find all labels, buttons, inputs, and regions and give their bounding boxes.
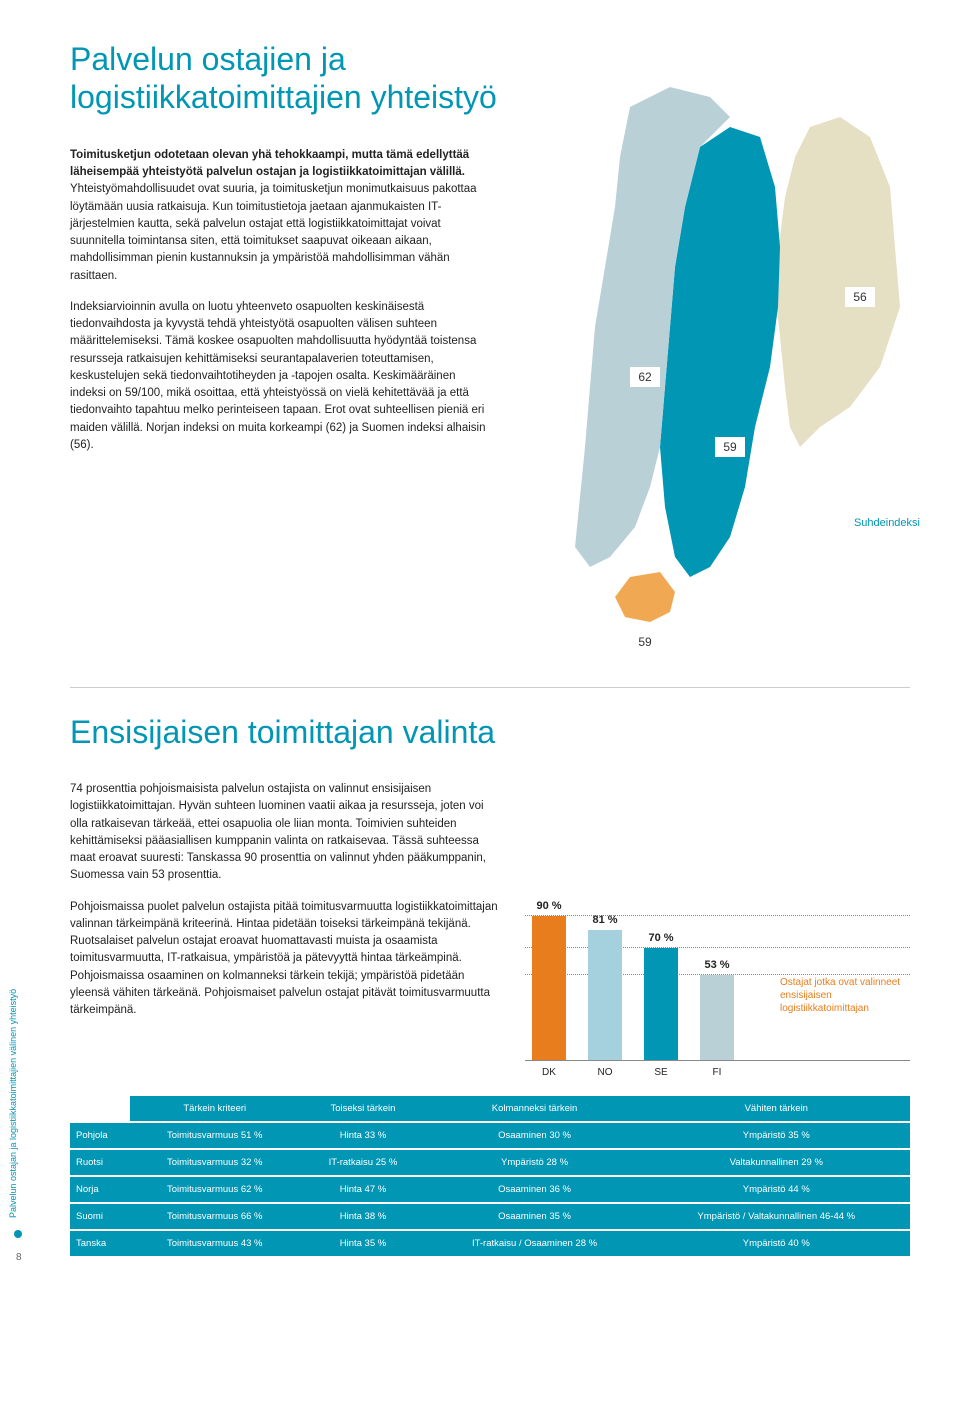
section2-p1: 74 prosenttia pohjoismaisista palvelun o… <box>70 781 500 885</box>
bar-no-label: NO <box>598 1067 613 1078</box>
table-cell: Ympäristö 35 % <box>643 1122 910 1149</box>
table-row: Suomi Toimitusvarmuus 66 % Hinta 38 % Os… <box>70 1203 910 1230</box>
map-finland-value: 56 <box>845 287 875 307</box>
side-dot-icon <box>14 1230 22 1238</box>
table-row: Norja Toimitusvarmuus 62 % Hinta 47 % Os… <box>70 1176 910 1203</box>
row-label: Tanska <box>70 1230 130 1257</box>
table-cell: IT-ratkaisu 25 % <box>299 1149 426 1176</box>
nordic-map-svg: 62 59 56 59 <box>500 67 940 667</box>
table-header-1: Tärkein kriteeri <box>130 1096 299 1122</box>
table-header-3: Kolmanneksi tärkein <box>427 1096 643 1122</box>
table-cell: Toimitusvarmuus 32 % <box>130 1149 299 1176</box>
section2-text: 74 prosenttia pohjoismaisista palvelun o… <box>70 781 500 1033</box>
table-row: Ruotsi Toimitusvarmuus 32 % IT-ratkaisu … <box>70 1149 910 1176</box>
table-cell: Hinta 35 % <box>299 1230 426 1257</box>
table-cell: Hinta 33 % <box>299 1122 426 1149</box>
table-row: Tanska Toimitusvarmuus 43 % Hinta 35 % I… <box>70 1230 910 1257</box>
chart-caption: Ostajat jotka ovat valinneet ensisijaise… <box>780 976 920 1015</box>
table-cell: IT-ratkaisu / Osaaminen 28 % <box>427 1230 643 1257</box>
bar-se-label: SE <box>654 1067 667 1078</box>
section1-body: Toimitusketjun odotetaan olevan yhä teho… <box>70 147 910 667</box>
section2-body: 74 prosenttia pohjoismaisista palvelun o… <box>70 781 910 1061</box>
row-label: Pohjola <box>70 1122 130 1149</box>
table-cell: Toimitusvarmuus 62 % <box>130 1176 299 1203</box>
table-header-row: Tärkein kriteeri Toiseksi tärkein Kolman… <box>70 1096 910 1122</box>
bar-se-rect <box>644 948 678 1060</box>
table-cell: Osaaminen 36 % <box>427 1176 643 1203</box>
table-header-blank <box>70 1096 130 1122</box>
table-cell: Ympäristö 44 % <box>643 1176 910 1203</box>
table-cell: Ympäristö / Valtakunnallinen 46-44 % <box>643 1203 910 1230</box>
section1-p1-rest: Yhteistyömahdollisuudet ovat suuria, ja … <box>70 183 477 281</box>
section1-p1-lead: Toimitusketjun odotetaan olevan yhä teho… <box>70 149 469 178</box>
bar-fi-rect <box>700 975 734 1060</box>
map-denmark-value: 59 <box>630 632 660 652</box>
section1-text: Toimitusketjun odotetaan olevan yhä teho… <box>70 147 490 667</box>
side-section-label: Palvelun ostajan ja logistiikkatoimittaj… <box>8 989 18 1218</box>
row-label: Norja <box>70 1176 130 1203</box>
svg-text:59: 59 <box>638 635 652 649</box>
table-cell: Ympäristö 28 % <box>427 1149 643 1176</box>
section-divider <box>70 687 910 688</box>
bar-dk-value: 90 % <box>536 900 561 912</box>
map-denmark <box>615 572 675 622</box>
row-label: Suomi <box>70 1203 130 1230</box>
bar-dk: 90 % DK <box>530 900 568 1060</box>
table-cell: Toimitusvarmuus 51 % <box>130 1122 299 1149</box>
section2-p2: Pohjoismaissa puolet palvelun ostajista … <box>70 899 500 1020</box>
table-cell: Toimitusvarmuus 43 % <box>130 1230 299 1257</box>
section2-title: Ensisijaisen toimittajan valinta <box>70 713 910 751</box>
table-cell: Ympäristö 40 % <box>643 1230 910 1257</box>
table-header-4: Vähiten tärkein <box>643 1096 910 1122</box>
bar-dk-rect <box>532 916 566 1060</box>
bar-fi-label: FI <box>713 1067 722 1078</box>
map-index-label: Suhdeindeksi <box>854 517 920 529</box>
section1-p1: Toimitusketjun odotetaan olevan yhä teho… <box>70 147 490 285</box>
table-cell: Hinta 38 % <box>299 1203 426 1230</box>
map-sweden-value: 59 <box>715 437 745 457</box>
page-number: 8 <box>16 1252 22 1263</box>
section1-p2: Indeksiarvioinnin avulla on luotu yhteen… <box>70 299 490 454</box>
table-row: Pohjola Toimitusvarmuus 51 % Hinta 33 % … <box>70 1122 910 1149</box>
svg-text:56: 56 <box>853 290 867 304</box>
bar-fi-value: 53 % <box>704 959 729 971</box>
bar-no-value: 81 % <box>592 914 617 926</box>
map-norway-value: 62 <box>630 367 660 387</box>
table-cell: Toimitusvarmuus 66 % <box>130 1203 299 1230</box>
svg-text:59: 59 <box>723 440 737 454</box>
table-cell: Osaaminen 35 % <box>427 1203 643 1230</box>
table-cell: Valtakunnallinen 29 % <box>643 1149 910 1176</box>
bar-fi: 53 % FI <box>698 959 736 1060</box>
bar-se: 70 % SE <box>642 932 680 1060</box>
primary-supplier-chart: 90 % DK 81 % NO 70 % SE 53 % FI <box>525 781 910 1061</box>
table-cell: Hinta 47 % <box>299 1176 426 1203</box>
map-finland <box>775 117 900 447</box>
table-header-2: Toiseksi tärkein <box>299 1096 426 1122</box>
table-cell: Osaaminen 30 % <box>427 1122 643 1149</box>
svg-text:62: 62 <box>638 370 652 384</box>
nordic-map: 62 59 56 59 Suhdeindeksi <box>510 147 910 667</box>
bar-no-rect <box>588 930 622 1060</box>
criteria-table: Tärkein kriteeri Toiseksi tärkein Kolman… <box>70 1096 910 1258</box>
bar-no: 81 % NO <box>586 914 624 1060</box>
bar-se-value: 70 % <box>648 932 673 944</box>
row-label: Ruotsi <box>70 1149 130 1176</box>
bar-dk-label: DK <box>542 1067 556 1078</box>
